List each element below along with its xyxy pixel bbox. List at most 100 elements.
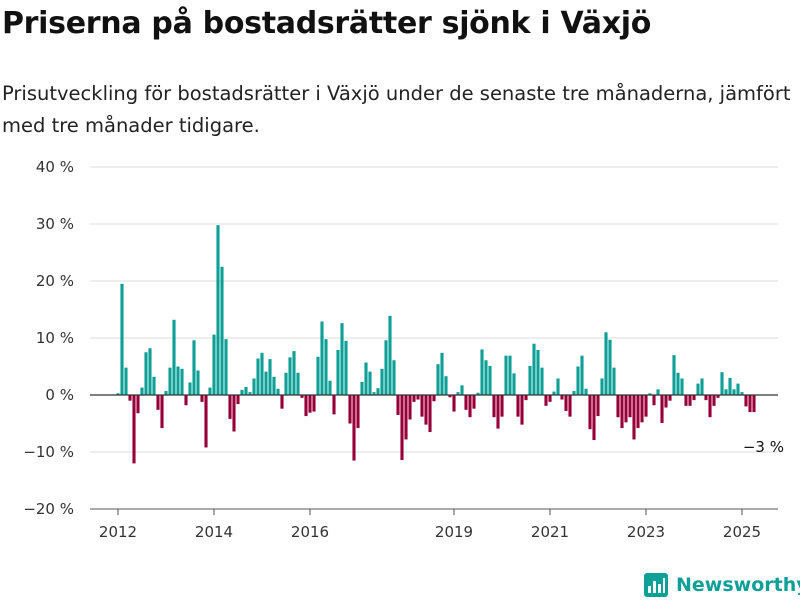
bar [228,395,232,419]
bar [324,339,328,395]
bar [252,378,256,395]
bar [624,395,628,423]
bar [268,359,272,395]
bar [716,395,720,398]
bar [568,395,572,417]
bar [452,395,456,412]
bar [460,385,464,395]
bar [560,395,564,400]
bar [356,395,360,429]
bar [216,225,220,395]
bar [204,395,208,448]
x-tick-label: 2016 [291,523,329,541]
bar [516,395,520,417]
bar [424,395,428,425]
bar [116,393,120,395]
bar [548,395,552,402]
bar [120,283,124,395]
bar [536,349,540,395]
bar [312,395,316,412]
bar [212,334,216,395]
bar [524,395,528,401]
y-tick-label: −20 % [23,500,74,518]
bar [260,352,264,395]
bar [236,395,240,405]
bar [340,323,344,395]
bar [652,395,656,406]
bar [572,391,576,395]
bar [748,395,752,413]
bar [168,367,172,395]
bar [744,395,748,407]
bar [412,395,416,402]
bar [296,372,300,395]
bar [304,395,308,417]
bar [124,367,128,395]
bar [328,380,332,395]
chart-title: Priserna på bostadsrätter sjönk i Växjö [2,6,652,41]
bar [284,372,288,395]
bar [552,391,556,395]
x-axis-ticks: 2012 2014 2016 2019 2021 2023 2025 [99,509,761,541]
bar [256,358,260,395]
x-tick-label: 2025 [723,523,761,541]
x-tick-label: 2019 [435,523,473,541]
bar [148,348,152,395]
bar [332,395,336,415]
x-tick-label: 2012 [99,523,137,541]
bar [668,395,672,401]
bar [488,365,492,395]
bar [680,378,684,395]
bar [544,395,548,406]
bar [272,376,276,395]
bar [616,395,620,418]
bar [644,395,648,417]
x-tick-label: 2021 [531,523,569,541]
newsworthy-logo: Newsworthy [644,570,800,600]
bar [392,360,396,395]
bar [316,356,320,395]
bar [192,340,196,395]
bar [684,395,688,406]
bar [224,339,228,395]
bar [176,366,180,395]
bar [384,340,388,395]
bar [492,395,496,418]
bar [352,395,356,461]
bar [532,343,536,395]
bar [348,395,352,424]
x-tick-label: 2014 [195,523,233,541]
y-tick-label: 0 % [45,386,74,404]
bar [656,389,660,395]
bar [600,378,604,395]
bar [164,391,168,395]
bar [200,395,204,402]
bar [428,395,432,433]
bar [728,377,732,395]
bar [476,392,480,395]
bar [580,355,584,395]
y-tick-label: −10 % [23,443,74,461]
bar [180,368,184,395]
bar [528,365,532,395]
bar [736,383,740,395]
bar [300,395,304,398]
bar [596,395,600,417]
bar [128,395,132,401]
bar [752,395,756,413]
bar [472,395,476,409]
bar [612,367,616,395]
bar [456,392,460,395]
brand-name: Newsworthy [676,574,800,596]
bar [432,395,436,402]
bar [364,362,368,395]
bar [468,395,472,418]
bar [160,395,164,429]
bar [484,360,488,395]
bar [360,381,364,395]
bar [144,352,148,395]
bar [480,349,484,395]
bar [136,395,140,414]
bar [576,366,580,395]
bar [320,321,324,395]
